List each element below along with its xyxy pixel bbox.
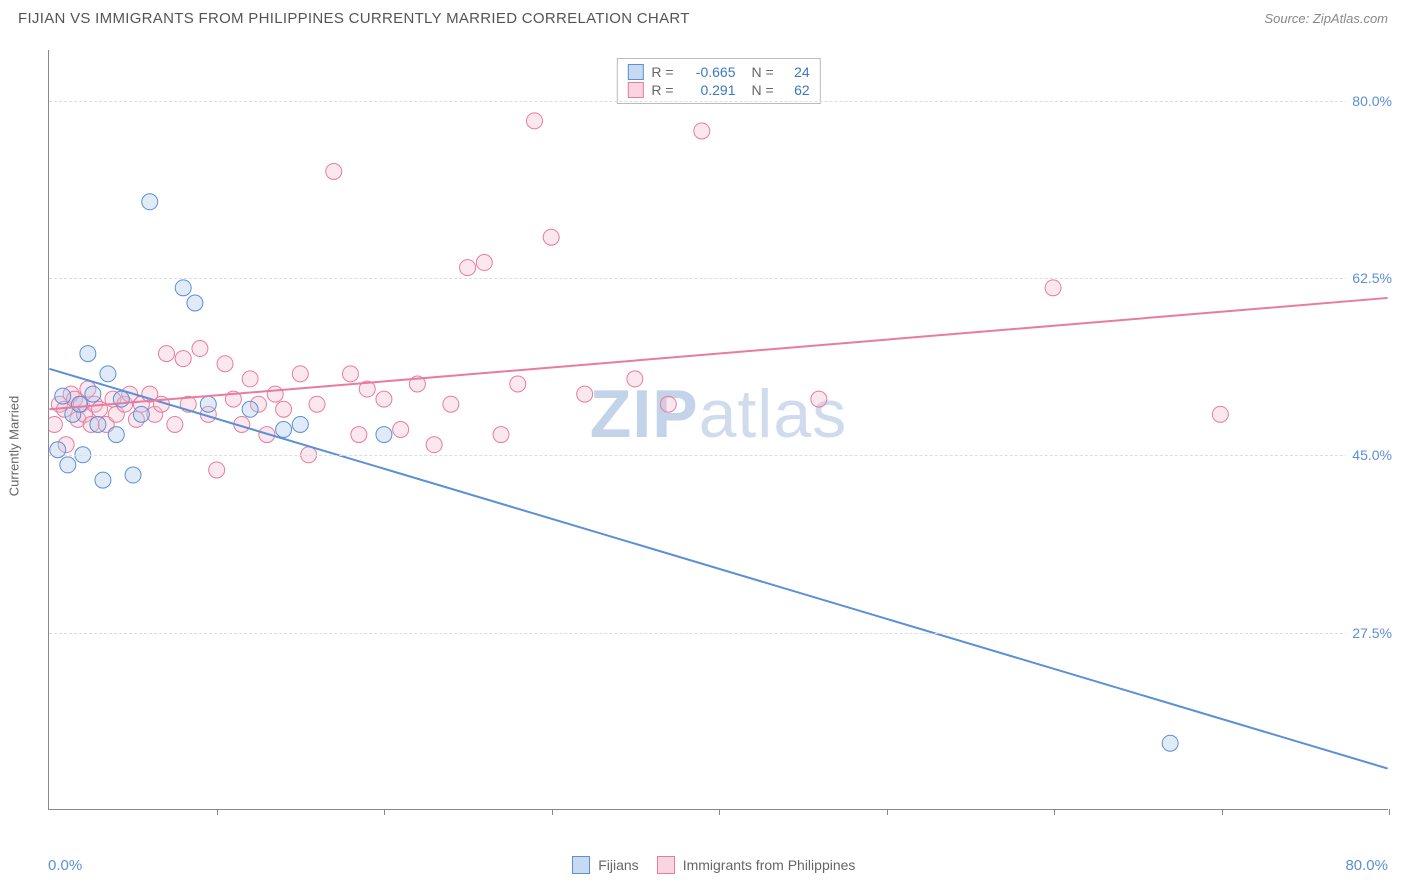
gridline — [49, 633, 1388, 634]
xtick — [1389, 809, 1390, 815]
xtick — [1222, 809, 1223, 815]
scatter-point — [426, 437, 442, 453]
scatter-point — [694, 123, 710, 139]
legend-label: Immigrants from Philippines — [683, 857, 856, 873]
legend-item: Immigrants from Philippines — [657, 856, 856, 874]
scatter-point — [167, 416, 183, 432]
xtick — [1054, 809, 1055, 815]
xaxis-row: 0.0% FijiansImmigrants from Philippines … — [48, 856, 1388, 874]
chart-title: FIJIAN VS IMMIGRANTS FROM PHILIPPINES CU… — [18, 10, 690, 27]
xtick — [552, 809, 553, 815]
scatter-point — [125, 467, 141, 483]
scatter-point — [577, 386, 593, 402]
scatter-point — [158, 346, 174, 362]
scatter-point — [72, 396, 88, 412]
ytick-label: 62.5% — [1346, 270, 1392, 286]
trend-line — [49, 369, 1387, 769]
gridline — [49, 278, 1388, 279]
stat-n-label: N = — [752, 64, 774, 80]
scatter-point — [460, 260, 476, 276]
ytick-label: 27.5% — [1346, 625, 1392, 641]
scatter-point — [85, 386, 101, 402]
chart-plot-area: ZIPatlas R =-0.665N =24R =0.291N =62 27.… — [48, 50, 1388, 810]
legend-bottom: Fijians Immigrants from Philippines — [572, 856, 855, 874]
scatter-point — [55, 388, 71, 404]
correlation-stat-box: R = -0.665 N = 24 R = 0.291 N = 62 — [616, 58, 820, 104]
scatter-point — [209, 462, 225, 478]
scatter-point — [376, 391, 392, 407]
scatter-point — [133, 406, 149, 422]
scatter-point — [292, 366, 308, 382]
gridline — [49, 455, 1388, 456]
scatter-point — [200, 396, 216, 412]
source-label: Source: ZipAtlas.com — [1264, 11, 1388, 26]
scatter-point — [1162, 735, 1178, 751]
scatter-point — [242, 371, 258, 387]
xtick — [887, 809, 888, 815]
xaxis-min-label: 0.0% — [48, 857, 82, 874]
scatter-point — [192, 341, 208, 357]
scatter-svg — [49, 50, 1388, 809]
scatter-point — [510, 376, 526, 392]
scatter-point — [175, 280, 191, 296]
scatter-point — [100, 366, 116, 382]
xaxis-max-label: 80.0% — [1345, 857, 1388, 874]
stat-n-label: N = — [752, 82, 774, 98]
stat-r-value: 0.291 — [682, 82, 736, 98]
scatter-point — [1212, 406, 1228, 422]
scatter-point — [326, 163, 342, 179]
scatter-point — [60, 457, 76, 473]
scatter-point — [276, 401, 292, 417]
ytick-label: 45.0% — [1346, 447, 1392, 463]
swatch-icon — [572, 856, 590, 874]
scatter-point — [476, 255, 492, 271]
scatter-point — [811, 391, 827, 407]
scatter-point — [108, 427, 124, 443]
scatter-point — [443, 396, 459, 412]
legend-item: Fijians — [572, 856, 638, 874]
stat-r-label: R = — [651, 82, 673, 98]
xtick — [719, 809, 720, 815]
swatch-icon — [657, 856, 675, 874]
scatter-point — [276, 422, 292, 438]
scatter-point — [1045, 280, 1061, 296]
scatter-point — [627, 371, 643, 387]
scatter-point — [660, 396, 676, 412]
scatter-point — [80, 346, 96, 362]
scatter-point — [292, 416, 308, 432]
stat-row: R = -0.665 N = 24 — [627, 63, 809, 81]
scatter-point — [90, 416, 106, 432]
yaxis-title: Currently Married — [7, 396, 22, 496]
swatch-icon — [627, 82, 643, 98]
stat-r-value: -0.665 — [682, 64, 736, 80]
scatter-point — [187, 295, 203, 311]
xtick — [217, 809, 218, 815]
stat-row: R = 0.291 N = 62 — [627, 81, 809, 99]
scatter-point — [217, 356, 233, 372]
scatter-point — [351, 427, 367, 443]
gridline — [49, 101, 1388, 102]
scatter-point — [376, 427, 392, 443]
stat-r-label: R = — [651, 64, 673, 80]
stat-n-value: 24 — [782, 64, 810, 80]
xtick — [384, 809, 385, 815]
scatter-point — [142, 194, 158, 210]
swatch-icon — [627, 64, 643, 80]
scatter-point — [309, 396, 325, 412]
scatter-point — [527, 113, 543, 129]
scatter-point — [175, 351, 191, 367]
scatter-point — [267, 386, 283, 402]
scatter-point — [95, 472, 111, 488]
scatter-point — [49, 416, 62, 432]
scatter-point — [543, 229, 559, 245]
scatter-point — [393, 422, 409, 438]
trend-line — [49, 298, 1387, 409]
ytick-label: 80.0% — [1346, 93, 1392, 109]
scatter-point — [493, 427, 509, 443]
legend-label: Fijians — [598, 857, 638, 873]
scatter-point — [242, 401, 258, 417]
stat-n-value: 62 — [782, 82, 810, 98]
scatter-point — [342, 366, 358, 382]
